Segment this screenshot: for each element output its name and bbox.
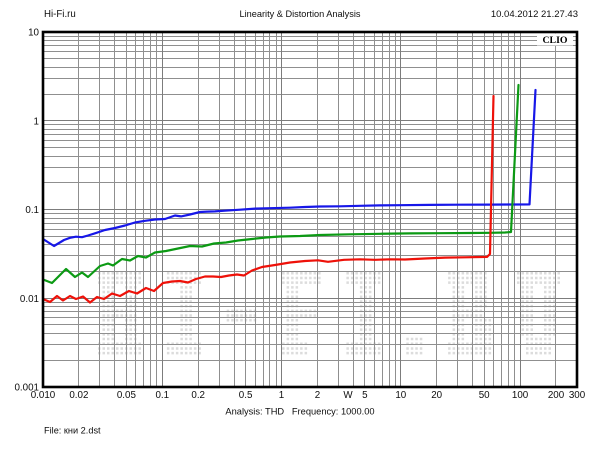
- svg-text:300: 300: [569, 390, 586, 401]
- svg-text:CLIO: CLIO: [542, 35, 567, 46]
- svg-text:0.01: 0.01: [20, 294, 39, 305]
- svg-text:Hi-Fi.ru: Hi-Fi.ru: [44, 9, 76, 20]
- svg-text:Analysis: THD Frequency: 100: Analysis: THD Frequency: 1000.00: [225, 407, 374, 417]
- svg-text:0.001: 0.001: [14, 383, 39, 394]
- svg-text:0.2: 0.2: [191, 390, 205, 401]
- svg-text:5: 5: [362, 390, 368, 401]
- svg-text:0.1: 0.1: [155, 390, 169, 401]
- svg-text:0.5: 0.5: [239, 390, 253, 401]
- svg-text:100: 100: [512, 390, 529, 401]
- svg-text:10: 10: [28, 28, 39, 39]
- svg-text:W: W: [343, 390, 353, 401]
- svg-text:0.1: 0.1: [25, 205, 39, 216]
- svg-text:0.05: 0.05: [117, 390, 137, 401]
- svg-text:1: 1: [34, 116, 39, 127]
- svg-text:10: 10: [395, 390, 406, 401]
- svg-text:200: 200: [548, 390, 565, 401]
- svg-text:50: 50: [479, 390, 490, 401]
- svg-text:0.010: 0.010: [31, 390, 56, 401]
- svg-text:10.04.2012 21.27.43: 10.04.2012 21.27.43: [491, 9, 578, 20]
- svg-text:1: 1: [279, 390, 284, 401]
- svg-text:20: 20: [431, 390, 442, 401]
- svg-text:2: 2: [315, 390, 320, 401]
- svg-text:0.02: 0.02: [69, 390, 88, 401]
- svg-text:Linearity & Distortion Analysi: Linearity & Distortion Analysis: [239, 9, 360, 19]
- svg-text:File: кни 2.dst: File: кни 2.dst: [44, 426, 101, 436]
